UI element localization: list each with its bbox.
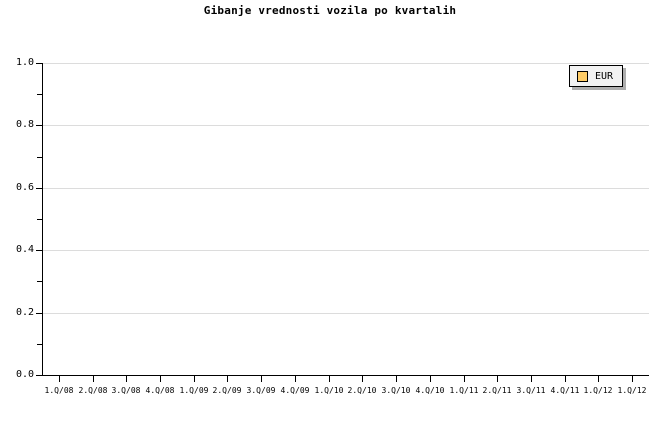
y-axis-tick bbox=[36, 63, 42, 64]
gridline bbox=[42, 312, 649, 314]
x-axis-tick bbox=[93, 376, 94, 382]
y-axis-minor-tick bbox=[37, 94, 42, 96]
x-axis-tick bbox=[598, 376, 599, 382]
gridline bbox=[42, 250, 649, 252]
x-axis-tick-label: 2.Q/10 bbox=[347, 386, 377, 395]
x-axis-tick bbox=[194, 376, 195, 382]
x-axis-tick bbox=[497, 376, 498, 382]
plot-area bbox=[42, 63, 649, 375]
y-axis-minor-tick bbox=[37, 156, 42, 158]
y-axis-tick bbox=[36, 125, 42, 127]
x-axis-tick bbox=[531, 376, 532, 382]
x-axis-tick bbox=[227, 376, 228, 382]
y-axis-tick bbox=[36, 312, 42, 314]
x-axis-tick bbox=[396, 376, 397, 382]
x-axis-tick bbox=[464, 376, 465, 382]
y-axis-tick-label: 0.8 bbox=[15, 119, 34, 131]
x-axis-tick-label: 1.Q/12 bbox=[617, 386, 647, 395]
y-axis-minor-tick bbox=[37, 281, 42, 283]
x-axis-tick bbox=[362, 376, 363, 382]
x-axis-tick-label: 1.Q/08 bbox=[44, 386, 74, 395]
x-axis-tick-label: 1.Q/12 bbox=[583, 386, 613, 395]
x-axis-tick-label: 2.Q/11 bbox=[482, 386, 512, 395]
x-axis-tick bbox=[261, 376, 262, 382]
x-axis-tick bbox=[295, 376, 296, 382]
legend-swatch-eur bbox=[577, 70, 588, 82]
chart-title: Gibanje vrednosti vozila po kvartalih bbox=[203, 4, 457, 17]
gridline bbox=[42, 187, 649, 189]
x-axis-tick-label: 1.Q/11 bbox=[449, 386, 479, 395]
y-axis-minor-tick bbox=[37, 343, 42, 345]
x-axis-tick bbox=[632, 376, 633, 382]
x-axis-tick-label: 2.Q/08 bbox=[78, 386, 108, 395]
x-axis-tick bbox=[160, 376, 161, 382]
x-axis-tick bbox=[126, 376, 127, 382]
legend-label-eur: EUR bbox=[595, 70, 614, 82]
x-axis-tick bbox=[329, 376, 330, 382]
y-axis-tick-label: 0.4 bbox=[15, 244, 34, 256]
gridline bbox=[42, 125, 649, 127]
chart-legend[interactable]: EUR bbox=[569, 65, 624, 87]
gridline bbox=[42, 63, 649, 64]
x-axis-tick-label: 3.Q/11 bbox=[516, 386, 546, 395]
y-axis-tick bbox=[36, 250, 42, 252]
y-axis-tick bbox=[36, 187, 42, 189]
y-axis-tick-label: 0.2 bbox=[15, 306, 34, 318]
x-axis-tick-label: 4.Q/09 bbox=[280, 386, 310, 395]
x-axis-tick bbox=[430, 376, 431, 382]
x-axis-tick bbox=[565, 376, 566, 382]
x-axis-tick-label: 3.Q/09 bbox=[246, 386, 276, 395]
y-axis-tick-label: 0.6 bbox=[15, 181, 34, 193]
x-axis-tick-label: 1.Q/09 bbox=[179, 386, 209, 395]
y-axis-line bbox=[42, 63, 43, 376]
x-axis-tick-label: 4.Q/11 bbox=[550, 386, 580, 395]
x-axis-tick-label: 3.Q/10 bbox=[381, 386, 411, 395]
x-axis-tick-label: 1.Q/10 bbox=[314, 386, 344, 395]
x-axis-line bbox=[42, 375, 649, 376]
y-axis-tick-label: 1.0 bbox=[15, 57, 34, 68]
y-axis-tick-label: 0.0 bbox=[15, 369, 34, 380]
x-axis-tick-label: 2.Q/09 bbox=[212, 386, 242, 395]
x-axis-tick bbox=[59, 376, 60, 382]
x-axis-tick-label: 3.Q/08 bbox=[111, 386, 141, 395]
x-axis-tick-label: 4.Q/08 bbox=[145, 386, 175, 395]
x-axis-tick-label: 4.Q/10 bbox=[415, 386, 445, 395]
y-axis-tick bbox=[36, 375, 42, 376]
y-axis-minor-tick bbox=[37, 219, 42, 220]
